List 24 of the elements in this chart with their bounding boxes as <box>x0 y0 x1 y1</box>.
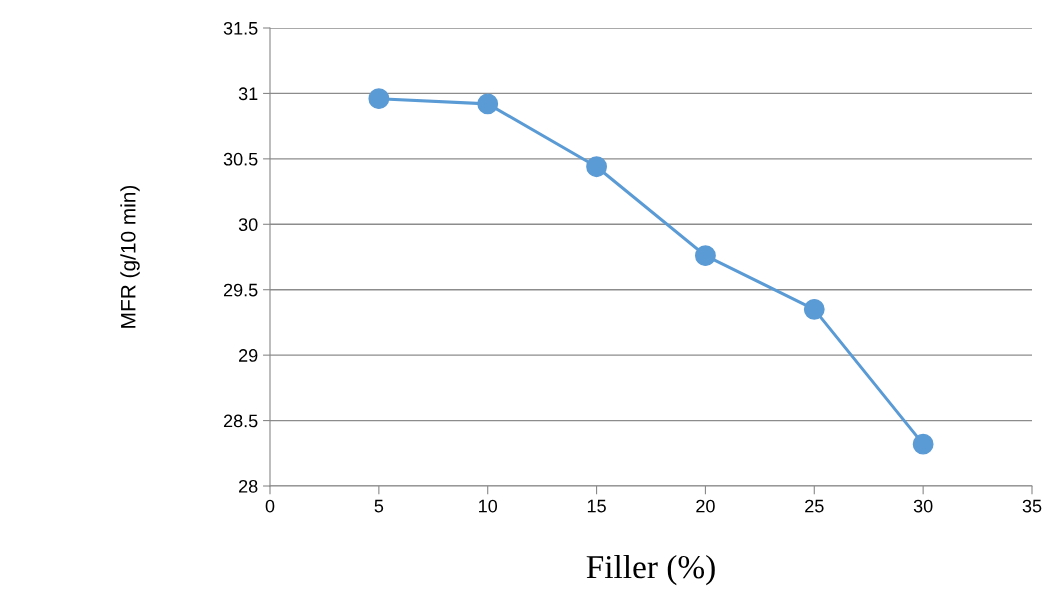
x-tick-label: 5 <box>374 499 384 513</box>
x-tick-label: 35 <box>1022 499 1042 513</box>
y-tick-label: 28 <box>239 479 258 493</box>
point <box>912 433 934 455</box>
point <box>586 156 607 178</box>
x-tick-label: 10 <box>479 499 498 513</box>
point <box>695 245 716 267</box>
y-tick-label: 28.5 <box>223 414 258 428</box>
y-tick-label: 29 <box>239 349 258 362</box>
point <box>803 298 825 320</box>
x-tick-label: 30 <box>913 499 933 513</box>
y-tick-label: 30.5 <box>223 152 258 166</box>
y-tick-label: 31 <box>238 87 258 101</box>
point <box>477 93 499 115</box>
y-tick-label: 30 <box>238 218 258 232</box>
x-tick-label: 20 <box>696 499 715 513</box>
y-tick-label: 31.5 <box>223 21 258 35</box>
y-axis-title: MFR (g/10 min) <box>120 185 140 328</box>
x-tick-label: 15 <box>587 499 606 513</box>
x-tick-label: 0 <box>265 499 275 513</box>
point <box>368 88 390 110</box>
y-tick-label: 29.5 <box>223 283 258 297</box>
x-axis-title: Filler (%) <box>586 554 715 586</box>
x-tick-label: 25 <box>805 499 824 513</box>
